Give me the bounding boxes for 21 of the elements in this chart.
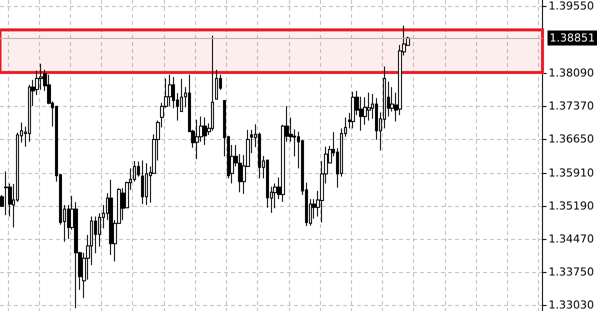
candlestick — [211, 35, 214, 132]
candlestick — [215, 69, 218, 100]
y-tick-label: 1.33030 — [548, 298, 594, 311]
candlestick — [195, 119, 199, 160]
candlestick — [145, 162, 148, 206]
candlestick — [141, 160, 144, 205]
candlestick — [367, 92, 371, 122]
candlestick — [137, 160, 140, 178]
y-tick-label: 1.39550 — [548, 0, 594, 12]
candlestick — [351, 91, 355, 129]
y-tick-label: 1.35190 — [548, 199, 594, 212]
candlestick — [203, 116, 207, 146]
ref-line-label: 1.38851 — [550, 32, 596, 45]
y-tick-label: 1.34470 — [548, 232, 594, 246]
y-tick-label: 1.38090 — [548, 66, 594, 80]
candlestick — [168, 74, 172, 106]
y-tick-label: 1.37370 — [548, 99, 594, 112]
y-tick-label: 1.35910 — [548, 166, 594, 180]
y-tick-label: 1.36650 — [548, 132, 594, 146]
candlestick — [4, 171, 8, 216]
y-tick-label: 1.33750 — [548, 266, 594, 279]
